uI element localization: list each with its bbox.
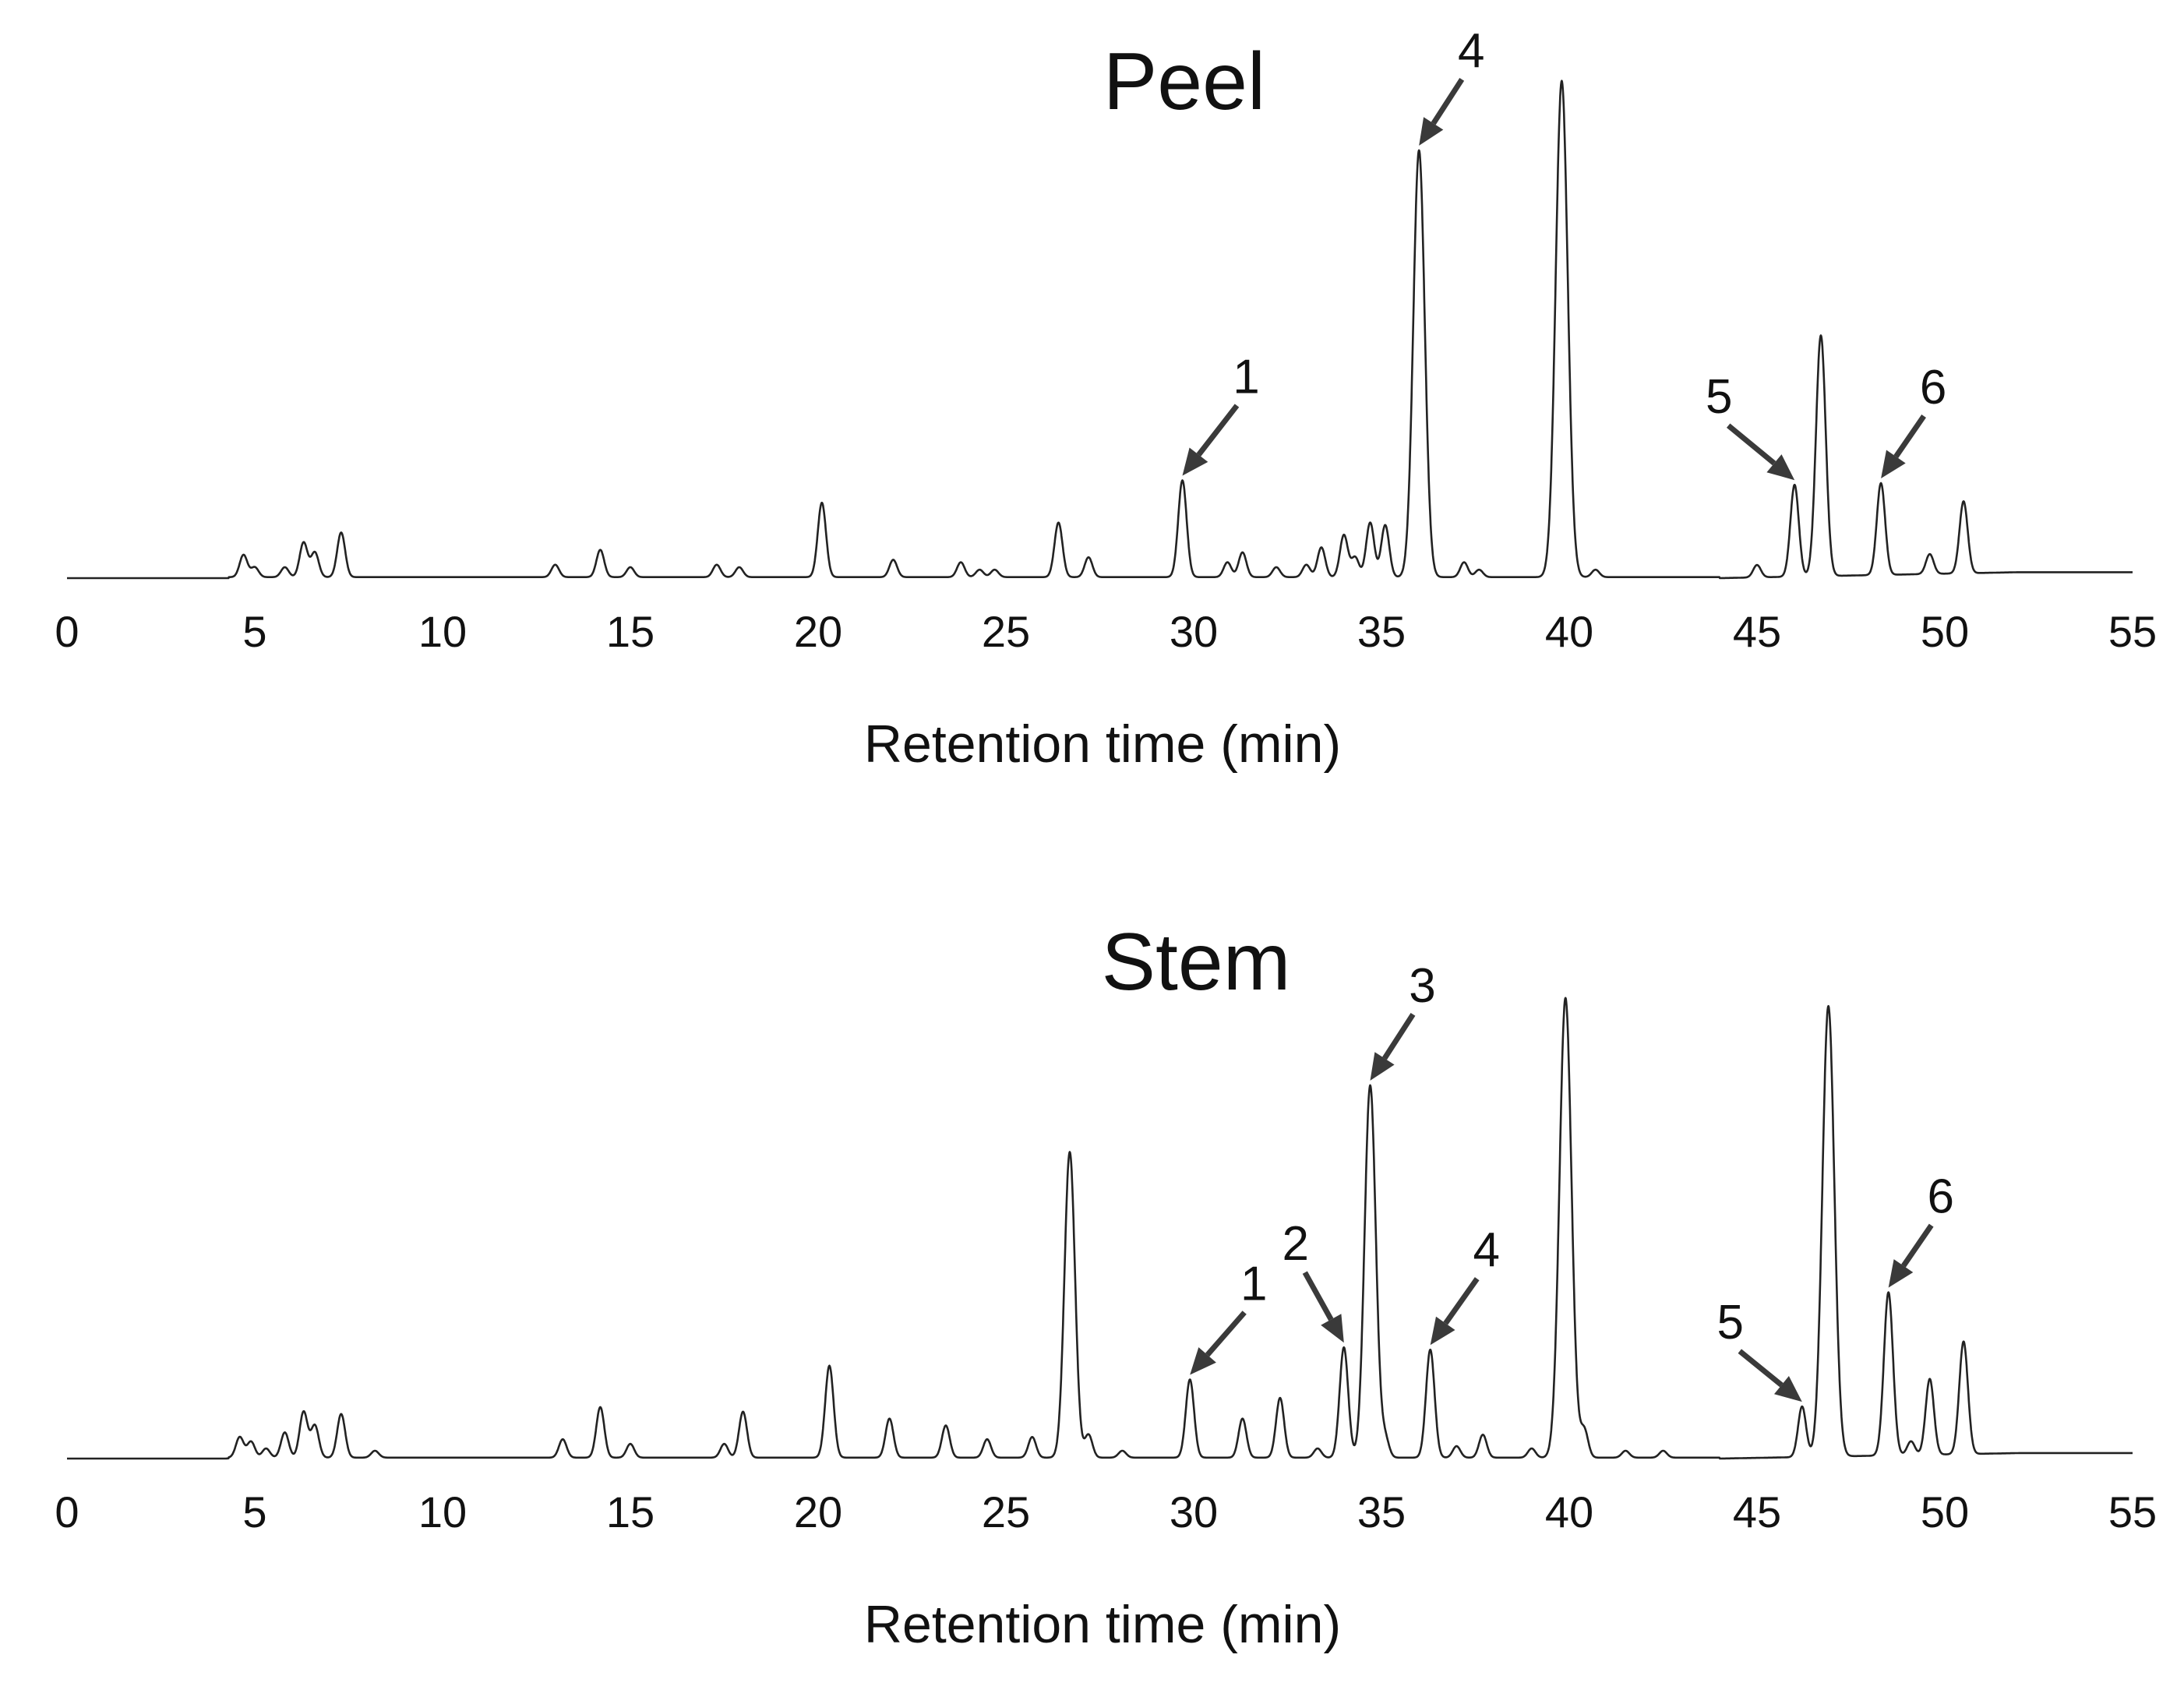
peel-peak-4-label: 4 xyxy=(1458,24,1484,78)
peel-x-tick-label: 35 xyxy=(1357,607,1406,656)
stem-x-tick-label: 40 xyxy=(1545,1487,1593,1536)
peel-x-tick-label: 10 xyxy=(418,607,467,656)
peel-peak-6-arrow xyxy=(1893,415,1926,458)
peel-peak-4-arrow xyxy=(1431,78,1465,125)
peel-peak-5-label: 5 xyxy=(1706,370,1732,424)
stem-peak-2-arrowhead xyxy=(1321,1314,1344,1343)
peel-peak-6-label: 6 xyxy=(1920,361,1946,415)
stem-peak-5-label: 5 xyxy=(1717,1296,1744,1349)
stem-peak-1-arrow xyxy=(1205,1311,1247,1357)
stem-peak-4-label: 4 xyxy=(1473,1223,1499,1277)
stem-panel: Stem 0 5 10 15 20 25 30 35 40 45 50 55 R… xyxy=(55,917,2157,1654)
peel-x-tick-label: 0 xyxy=(55,607,79,656)
stem-peak-5-arrow xyxy=(1738,1349,1784,1388)
stem-peak-1-arrowhead xyxy=(1190,1347,1216,1375)
stem-peak-annotations: 12 3 4 5 6 xyxy=(1190,959,1954,1402)
stem-x-tick-label: 10 xyxy=(418,1487,467,1536)
stem-x-tick-label: 55 xyxy=(2108,1487,2157,1536)
peel-x-tick-label: 5 xyxy=(242,607,266,656)
stem-peak-3-arrow xyxy=(1382,1013,1416,1060)
stem-x-tick-label: 45 xyxy=(1733,1487,1781,1536)
peel-peak-annotations: 1 4 5 6 xyxy=(1182,24,1946,481)
peel-peak-4-arrowhead xyxy=(1419,117,1444,146)
stem-peak-4-arrowhead xyxy=(1430,1316,1455,1346)
stem-x-tick-label: 35 xyxy=(1357,1487,1406,1536)
stem-trace xyxy=(66,997,2133,1460)
stem-x-tick-label: 0 xyxy=(55,1487,79,1536)
stem-x-axis-label: Retention time (min) xyxy=(864,1595,1341,1654)
peel-peak-1-arrow xyxy=(1196,404,1240,457)
peel-x-tick-label: 40 xyxy=(1545,607,1593,656)
peel-peak-1-arrowhead xyxy=(1182,447,1208,476)
stem-x-tick-label: 5 xyxy=(242,1487,266,1536)
stem-peak-4-arrow xyxy=(1443,1277,1480,1325)
stem-peak-3-arrowhead xyxy=(1370,1052,1395,1081)
peel-peak-5-arrow xyxy=(1726,423,1776,466)
stem-peak-3-label: 3 xyxy=(1409,959,1435,1013)
peel-peak-6-arrowhead xyxy=(1881,450,1906,478)
peel-panel: Peel 0 5 10 15 20 25 30 35 40 45 50 55 R… xyxy=(55,24,2157,774)
peel-x-tick-label: 50 xyxy=(1921,607,1969,656)
stem-title: Stem xyxy=(1102,917,1291,1007)
stem-peak-1-label: 1 xyxy=(1240,1258,1267,1311)
peel-x-tick-label: 20 xyxy=(794,607,842,656)
stem-x-tick-label: 20 xyxy=(794,1487,842,1536)
peel-x-tick-label: 25 xyxy=(982,607,1030,656)
peel-trace xyxy=(66,79,2133,580)
stem-x-tick-label: 25 xyxy=(982,1487,1030,1536)
stem-peak-6-arrow xyxy=(1901,1223,1934,1268)
stem-x-tick-label: 50 xyxy=(1921,1487,1969,1536)
peel-x-tick-label: 55 xyxy=(2108,607,2157,656)
peel-x-tick-label: 15 xyxy=(606,607,654,656)
peel-x-axis-label: Retention time (min) xyxy=(864,714,1341,774)
stem-peak-6-label: 6 xyxy=(1927,1170,1953,1224)
peel-x-tick-labels: 0 5 10 15 20 25 30 35 40 45 50 55 xyxy=(55,607,2157,656)
stem-peak-2-arrow xyxy=(1302,1271,1334,1321)
peel-x-tick-label: 30 xyxy=(1170,607,1218,656)
stem-x-tick-label: 30 xyxy=(1170,1487,1218,1536)
peel-x-tick-label: 45 xyxy=(1733,607,1781,656)
stem-peak-6-arrowhead xyxy=(1888,1259,1914,1288)
peel-peak-5-arrowhead xyxy=(1766,454,1795,481)
stem-peak-2-label: 2 xyxy=(1283,1217,1309,1271)
stem-x-tick-label: 15 xyxy=(606,1487,654,1536)
peel-title: Peel xyxy=(1103,37,1265,127)
stem-peak-5-arrowhead xyxy=(1774,1376,1802,1402)
peel-peak-1-label: 1 xyxy=(1233,351,1259,404)
stem-x-tick-labels: 0 5 10 15 20 25 30 35 40 45 50 55 xyxy=(55,1487,2157,1536)
